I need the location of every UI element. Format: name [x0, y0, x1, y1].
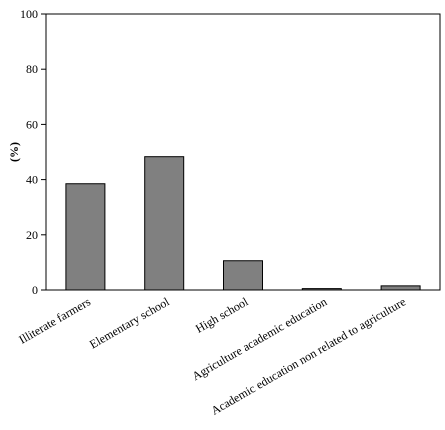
x-tick-label: Elementary school	[87, 294, 172, 351]
x-tick-label: Agriculture academic education	[190, 294, 330, 383]
bar-series	[65, 156, 421, 291]
bar-5	[380, 285, 421, 291]
bar-1	[65, 183, 106, 291]
x-tick-label: Illiterate farmers	[16, 294, 93, 346]
bar-4	[301, 288, 342, 291]
bar-2	[144, 156, 185, 291]
bar-3	[223, 260, 263, 291]
y-tick-label: 100	[20, 7, 38, 21]
y-tick-label: 60	[26, 117, 38, 131]
y-tick-label: 40	[26, 173, 38, 187]
y-axis: 0 20 40 60 80 100	[20, 7, 46, 297]
y-tick-label: 20	[26, 228, 38, 242]
y-tick-label: 0	[32, 283, 38, 297]
y-axis-label: (%)	[7, 142, 21, 162]
y-tick-label: 80	[26, 62, 38, 76]
x-tick-label: High school	[193, 294, 251, 336]
